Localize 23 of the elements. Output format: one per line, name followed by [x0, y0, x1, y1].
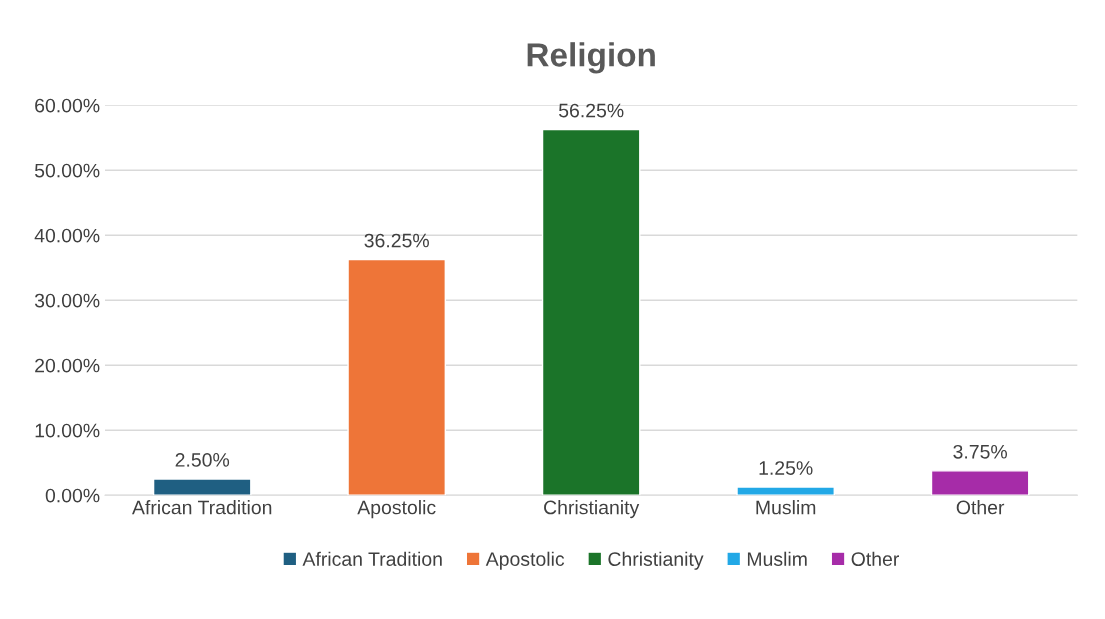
legend-label: Apostolic [485, 551, 565, 570]
y-tick-label: 40.00% [34, 228, 100, 243]
y-tick-label: 50.00% [34, 163, 100, 178]
data-label: 3.75% [953, 444, 1008, 459]
legend-label: Christianity [608, 551, 704, 570]
y-tick-label: 20.00% [35, 358, 100, 373]
x-tick-label: Muslim [756, 500, 816, 515]
data-label: 56.25% [558, 103, 624, 118]
x-tick-label: Apostolic [357, 500, 436, 519]
data-label: 2.50% [175, 453, 230, 467]
y-tick-label: 0.00% [45, 488, 100, 503]
y-tick-label: 60.00% [35, 98, 100, 113]
chart-title: Religion [527, 42, 655, 74]
data-label: 36.25% [364, 233, 429, 248]
legend-label: African Tradition [302, 551, 442, 566]
data-label: 1.25% [759, 461, 813, 475]
x-tick-label: African Tradition [132, 500, 272, 515]
y-tick-label: 30.00% [34, 293, 100, 308]
y-tick-label: 10.00% [35, 423, 100, 438]
x-tick-label: Christianity [544, 500, 640, 519]
legend-label: Muslim [747, 551, 807, 566]
x-tick-label: Other [956, 500, 1005, 515]
legend-label: Other [851, 551, 900, 566]
